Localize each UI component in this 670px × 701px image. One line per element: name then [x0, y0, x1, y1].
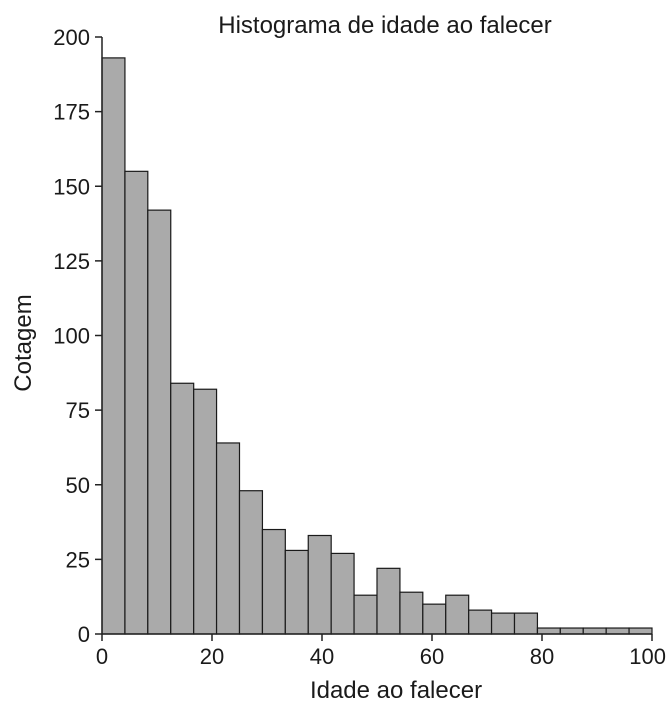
histogram-bar — [536, 627, 561, 635]
x-ticks-group: 0 20 40 60 80 100 — [96, 634, 666, 669]
y-tick-label: 50 — [66, 473, 90, 498]
histogram-bar — [399, 591, 424, 635]
histogram-bar — [170, 382, 195, 635]
y-tick-label: 0 — [78, 622, 90, 647]
y-tick-label: 75 — [66, 398, 90, 423]
histogram-bar — [445, 594, 470, 635]
histogram-bar — [559, 627, 584, 635]
y-tick-label: 100 — [53, 324, 90, 349]
x-tick-label: 20 — [200, 644, 224, 669]
x-tick-label: 0 — [96, 644, 108, 669]
histogram-bar — [605, 627, 630, 635]
histogram-bar — [284, 549, 309, 635]
histogram-bar — [238, 490, 264, 635]
y-tick-label: 125 — [53, 249, 90, 274]
histogram-bar — [513, 612, 539, 635]
x-tick-label: 80 — [530, 644, 554, 669]
histogram-bar — [193, 388, 218, 635]
histogram-bar — [307, 534, 332, 635]
histogram-bar — [582, 627, 607, 635]
y-ticks-group: 0 25 50 75 100 125 150 175 200 — [53, 25, 102, 647]
histogram-bar — [215, 442, 241, 635]
histogram-bar — [490, 612, 516, 635]
x-tick-label: 60 — [420, 644, 444, 669]
histogram-bar — [261, 528, 286, 635]
histogram-bar — [124, 170, 149, 635]
histogram-bar — [147, 209, 172, 635]
bars-group — [101, 57, 653, 635]
histogram-bar — [628, 627, 653, 635]
y-axis-label: Cotagem — [10, 294, 37, 391]
y-tick-label: 25 — [66, 547, 90, 572]
x-tick-label: 40 — [310, 644, 334, 669]
x-axis-label: Idade ao falecer — [310, 677, 482, 701]
y-tick-label: 150 — [53, 174, 90, 199]
chart-title: Histograma de idade ao falecer — [218, 12, 552, 39]
histogram-bar — [330, 552, 355, 635]
x-tick-label: 100 — [629, 644, 666, 669]
y-tick-label: 200 — [53, 25, 90, 50]
histogram-bar — [422, 603, 447, 635]
histogram-bar — [353, 594, 378, 635]
histogram-bar — [376, 567, 401, 635]
histogram-bar — [101, 57, 126, 635]
y-tick-label: 175 — [53, 100, 90, 125]
histogram-bar — [468, 609, 493, 635]
